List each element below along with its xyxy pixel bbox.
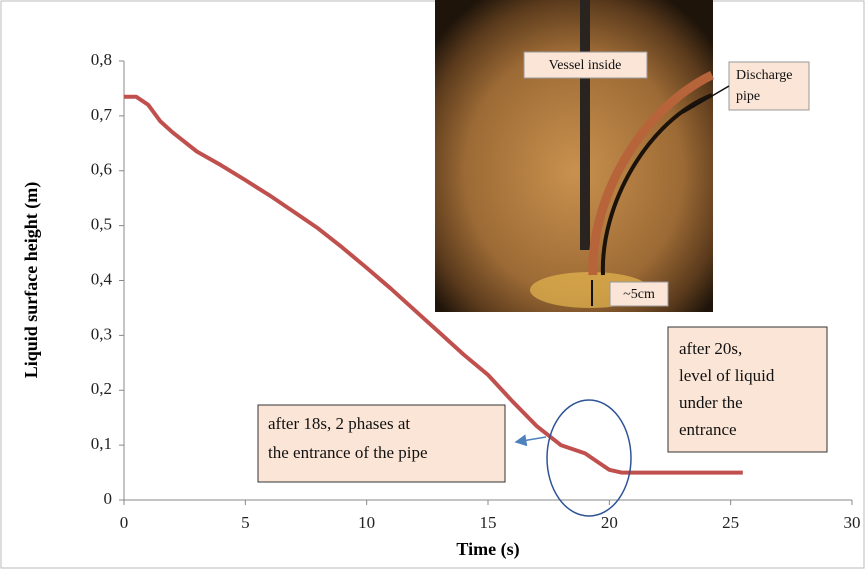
y-axis-title: Liquid surface height (m) <box>21 182 42 379</box>
annotation: after 20s, <box>679 339 742 358</box>
x-axis-title: Time (s) <box>456 539 519 560</box>
y-tick-label: 0,5 <box>91 215 112 234</box>
annotation: entrance <box>679 420 737 439</box>
x-tick-label: 30 <box>844 513 861 532</box>
annotation: the entrance of the pipe <box>268 443 428 462</box>
inset-label: Vessel inside <box>549 58 622 73</box>
y-tick-label: 0,7 <box>91 105 113 124</box>
arrow <box>682 85 730 114</box>
y-tick-label: 0,6 <box>91 160 112 179</box>
label-box <box>728 61 810 111</box>
inset-label: Discharge <box>736 68 793 83</box>
x-tick-label: 20 <box>601 513 618 532</box>
annotation-box <box>667 326 828 453</box>
y-tick-label: 0,4 <box>91 269 113 288</box>
vessel-rod <box>580 0 590 250</box>
highlight-ellipse <box>546 399 632 517</box>
pipe <box>588 70 714 276</box>
pipe-shadow <box>600 93 713 276</box>
x-tick-label: 10 <box>358 513 375 532</box>
y-tick-label: 0,8 <box>91 50 112 69</box>
data-line <box>124 94 743 475</box>
x-tick-label: 25 <box>722 513 739 532</box>
arrow <box>514 434 547 447</box>
inset-photo: Vessel inside Discharge pipe ~5cm <box>435 0 810 312</box>
annotation: level of liquid <box>679 366 775 385</box>
photo <box>435 0 713 312</box>
inset-label: pipe <box>736 89 760 104</box>
y-tick-label: 0 <box>104 489 113 508</box>
inset-label: ~5cm <box>623 287 655 302</box>
label-box <box>523 51 648 79</box>
annotation-box <box>257 404 506 483</box>
x-tick-label: 15 <box>480 513 497 532</box>
annotation: after 18s, 2 phases at <box>268 414 410 433</box>
y-tick-label: 0,1 <box>91 434 112 453</box>
y-tick-label: 0,2 <box>91 379 112 398</box>
plot-area: 0 0,1 0,2 0,3 0,4 0,5 0,6 0,7 0,8 0 5 10 15 20 25 30 <box>91 50 861 532</box>
x-tick-label: 5 <box>241 513 250 532</box>
x-tick-label: 0 <box>120 513 129 532</box>
annotation: under the <box>679 393 743 412</box>
label-box <box>609 281 669 307</box>
y-tick-label: 0,3 <box>91 324 112 343</box>
